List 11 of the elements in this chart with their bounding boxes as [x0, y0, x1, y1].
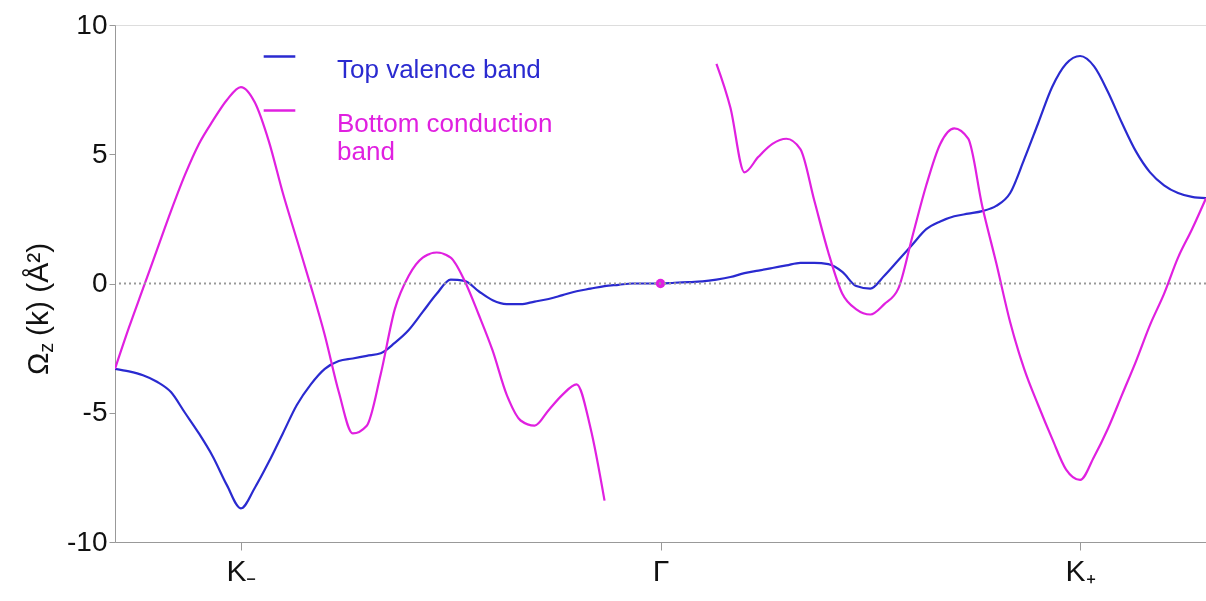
- y-axis-title: Ωz(k) (Å²): [21, 242, 57, 376]
- x-tick-label: K₋: [226, 553, 257, 587]
- legend-label: Top valence band: [337, 53, 541, 84]
- x-tick-label: Γ: [652, 553, 670, 587]
- y-tick-label: 10: [76, 8, 108, 40]
- y-tick-label: 5: [91, 137, 108, 169]
- y-tick-label: 0: [91, 267, 108, 298]
- y-tick-label: -5: [82, 396, 108, 428]
- x-tick-label: K₊: [1065, 553, 1096, 587]
- legend-label: Bottom conduction band: [337, 107, 553, 166]
- y-tick-label: -10: [67, 525, 108, 557]
